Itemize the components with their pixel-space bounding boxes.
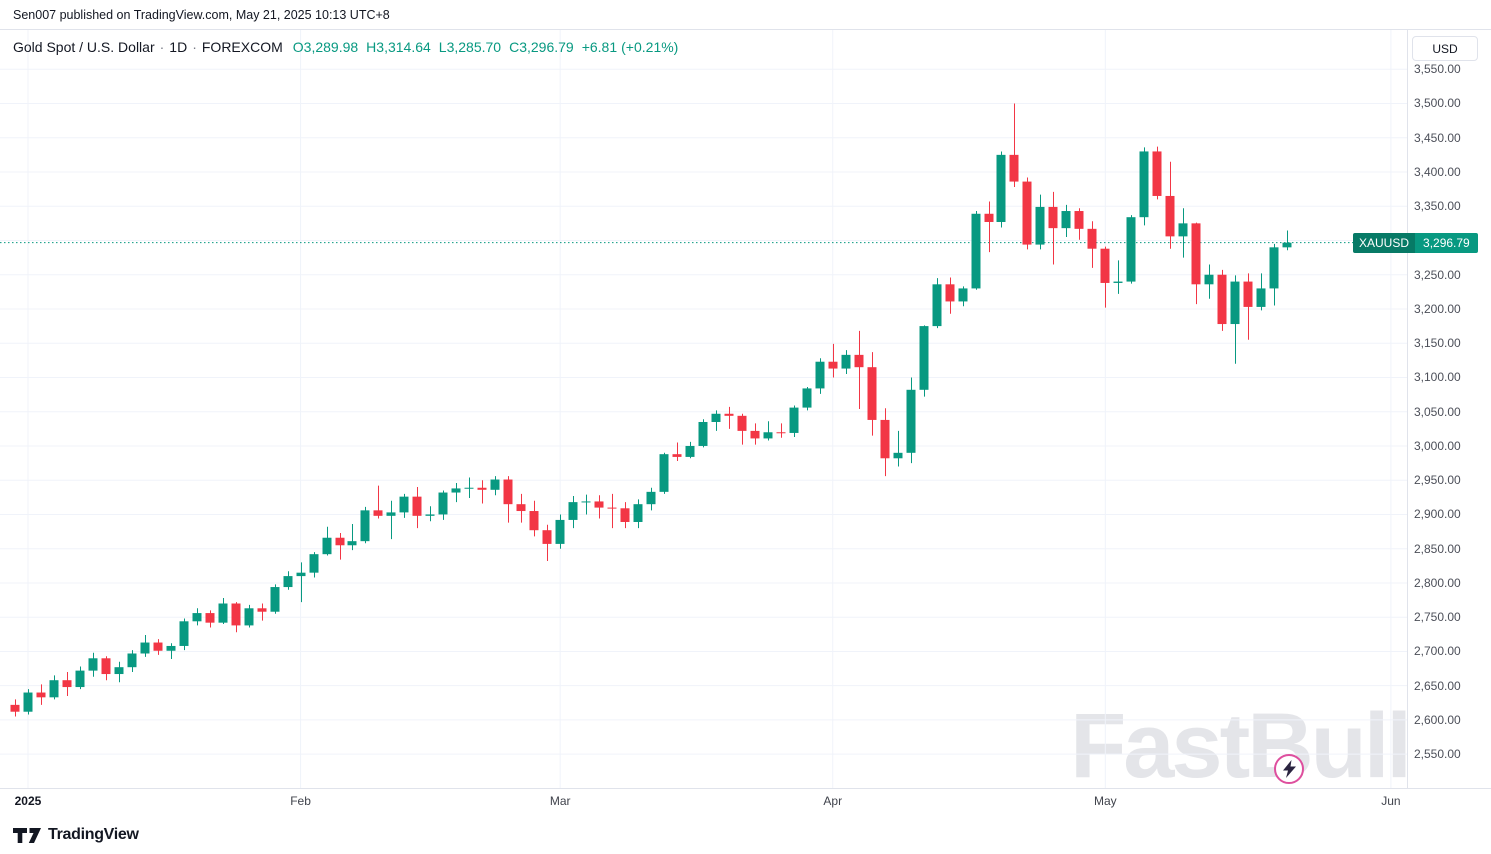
open-value: 3,289.98 xyxy=(303,39,359,55)
last-price-label: XAUUSD 3,296.79 xyxy=(1353,232,1478,253)
price-axis-border xyxy=(1407,30,1408,788)
high-label: H xyxy=(366,39,377,55)
fastbull-lightning-icon[interactable] xyxy=(1274,754,1304,784)
currency-button[interactable]: USD xyxy=(1412,36,1478,61)
last-price-value: 3,296.79 xyxy=(1415,232,1478,253)
publish-text: Sen007 published on TradingView.com, May… xyxy=(13,7,390,22)
change-value: +6.81 xyxy=(581,39,618,55)
lightning-bolt-icon xyxy=(1282,760,1296,778)
open-label: O xyxy=(292,39,304,55)
last-price-symbol: XAUUSD xyxy=(1353,232,1416,253)
publish-bar: Sen007 published on TradingView.com, May… xyxy=(0,0,1491,30)
symbol-title: Gold Spot / U.S. Dollar xyxy=(13,39,155,55)
change-percent: (+0.21%) xyxy=(621,39,679,55)
close-label: C xyxy=(509,39,520,55)
tradingview-logo-text: TradingView xyxy=(48,826,139,843)
tradingview-mark-icon xyxy=(13,827,41,843)
separator-dot: · xyxy=(192,39,197,55)
high-value: 3,314.64 xyxy=(376,39,431,55)
close-value: 3,296.79 xyxy=(519,39,574,55)
low-value: 3,285.70 xyxy=(446,39,502,55)
chart-legend: Gold Spot / U.S. Dollar · 1D · FOREXCOM O3,28… xyxy=(13,39,682,55)
tradingview-logo[interactable]: TradingView xyxy=(13,826,139,844)
fastbull-watermark: FastBull xyxy=(1070,695,1412,797)
interval-label: 1D xyxy=(169,39,188,55)
ohlc-readout: O3,289.98 H3,314.64 L3,285.70 C3,296.79 +6.8… xyxy=(293,39,683,55)
exchange-label: FOREXCOM xyxy=(201,39,283,55)
time-axis-border xyxy=(0,788,1491,789)
separator-dot: · xyxy=(159,39,165,55)
low-label: L xyxy=(438,39,447,55)
